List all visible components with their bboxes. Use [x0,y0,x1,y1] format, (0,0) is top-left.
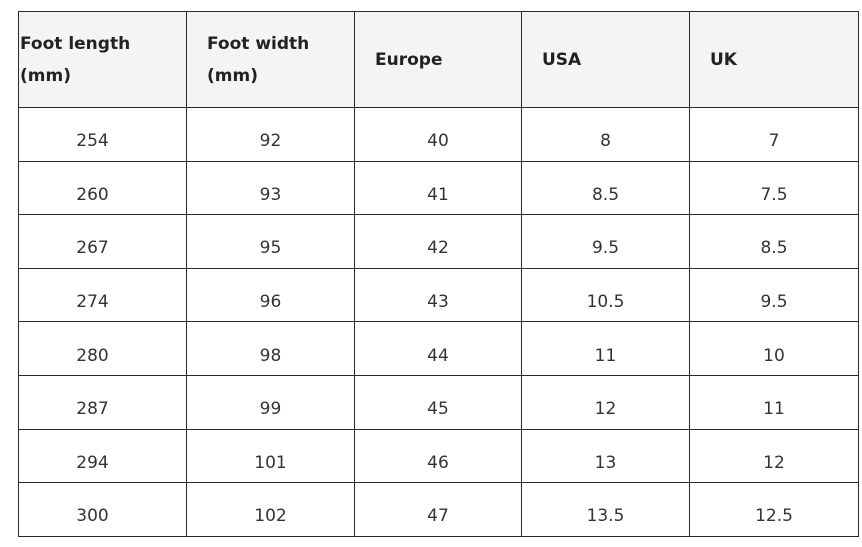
table-cell: 8 [521,107,690,162]
table-cell: 11 [689,374,859,430]
table-cell: 92 [186,107,355,162]
header-row: Foot length (mm) Foot width (mm) Europe USA… [18,11,859,108]
table-body: 254 92 40 8 7 260 93 41 8.5 7.5 267 95 42 9.5 8.5 274 96… [18,107,859,537]
table-cell: 96 [186,267,355,323]
table-cell: 7.5 [689,160,859,216]
table-cell: 287 [18,374,187,430]
header-cell: Europe [354,11,522,108]
table-cell: 267 [18,214,187,269]
table-cell: 45 [354,374,522,430]
table-cell: 12.5 [689,482,859,537]
table-cell: 10.5 [521,267,690,323]
table-row: 280 98 44 11 10 [18,321,859,376]
table-row: 260 93 41 8.5 7.5 [18,160,859,216]
table-cell: 8.5 [521,160,690,216]
table-cell: 294 [18,428,187,484]
table-cell: 46 [354,428,522,484]
header-cell: USA [521,11,690,108]
table-cell: 44 [354,321,522,376]
table-cell: 9.5 [521,214,690,269]
table-cell: 280 [18,321,187,376]
header-cell: Foot width (mm) [186,11,355,108]
table-cell: 98 [186,321,355,376]
table-cell: 13.5 [521,482,690,537]
table-cell: 93 [186,160,355,216]
table-cell: 101 [186,428,355,484]
table-cell: 13 [521,428,690,484]
table-row: 294 101 46 13 12 [18,428,859,484]
size-table: Foot length (mm) Foot width (mm) Europe USA… [18,11,859,537]
table-cell: 260 [18,160,187,216]
table-cell: 40 [354,107,522,162]
table-row: 287 99 45 12 11 [18,374,859,430]
table-cell: 11 [521,321,690,376]
table-row: 254 92 40 8 7 [18,107,859,162]
table-row: 274 96 43 10.5 9.5 [18,267,859,323]
table-cell: 43 [354,267,522,323]
table-head: Foot length (mm) Foot width (mm) Europe USA… [18,11,859,108]
header-cell: Foot length (mm) [18,11,187,108]
table-cell: 12 [689,428,859,484]
table-row: 267 95 42 9.5 8.5 [18,214,859,269]
table-cell: 42 [354,214,522,269]
table-row: 300 102 47 13.5 12.5 [18,482,859,537]
table-cell: 10 [689,321,859,376]
table-cell: 102 [186,482,355,537]
table-cell: 12 [521,374,690,430]
table-cell: 41 [354,160,522,216]
table-cell: 99 [186,374,355,430]
table-cell: 7 [689,107,859,162]
table-cell: 300 [18,482,187,537]
table-cell: 8.5 [689,214,859,269]
table-cell: 47 [354,482,522,537]
header-cell: UK [689,11,859,108]
table-cell: 95 [186,214,355,269]
table-cell: 9.5 [689,267,859,323]
table-cell: 274 [18,267,187,323]
table-cell: 254 [18,107,187,162]
